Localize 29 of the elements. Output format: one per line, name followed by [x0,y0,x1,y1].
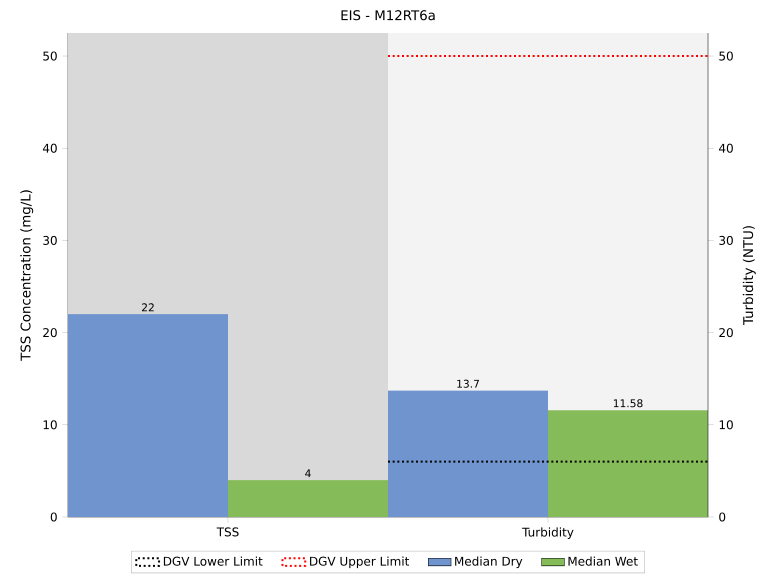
y-tick-label: 30 [43,236,57,245]
y2-tick-label: 20 [719,328,733,338]
y-tick-label: 50 [43,51,57,61]
y-tick-label: 40 [42,144,57,153]
y-axis-title: TSS Concentration (mg/L) [20,190,34,361]
y-tick-label: 20 [43,328,57,338]
legend-label: Median Dry [455,556,522,568]
y2-tick-label: 30 [719,236,733,245]
x-tick-label: Turbidity [522,527,574,539]
y-tick-label: 10 [44,420,57,430]
y2-tick-label: 40 [718,144,733,153]
bar [548,410,708,517]
chart-title: EIS - M12RT6a [341,10,435,20]
y2-tick-label: 50 [719,51,733,61]
y2-axis-title: Turbidity (NTU) [742,226,756,326]
data-label: 11.58 [614,399,643,408]
y2-tick-label: 10 [720,420,733,430]
data-label: 13.7 [457,380,479,388]
data-label: 22 [142,303,154,312]
bar [228,480,388,517]
y-tick-label: 0 [50,512,57,522]
x-tick-label: TSS [216,527,239,536]
y2-tick-label: 0 [719,512,726,522]
legend-label: DGV Lower Limit [164,556,262,566]
legend-label: Median Wet [568,556,638,566]
data-label: 4 [305,469,311,478]
bar [388,390,548,517]
bar [68,314,228,517]
legend-label: DGV Upper Limit [310,556,410,568]
